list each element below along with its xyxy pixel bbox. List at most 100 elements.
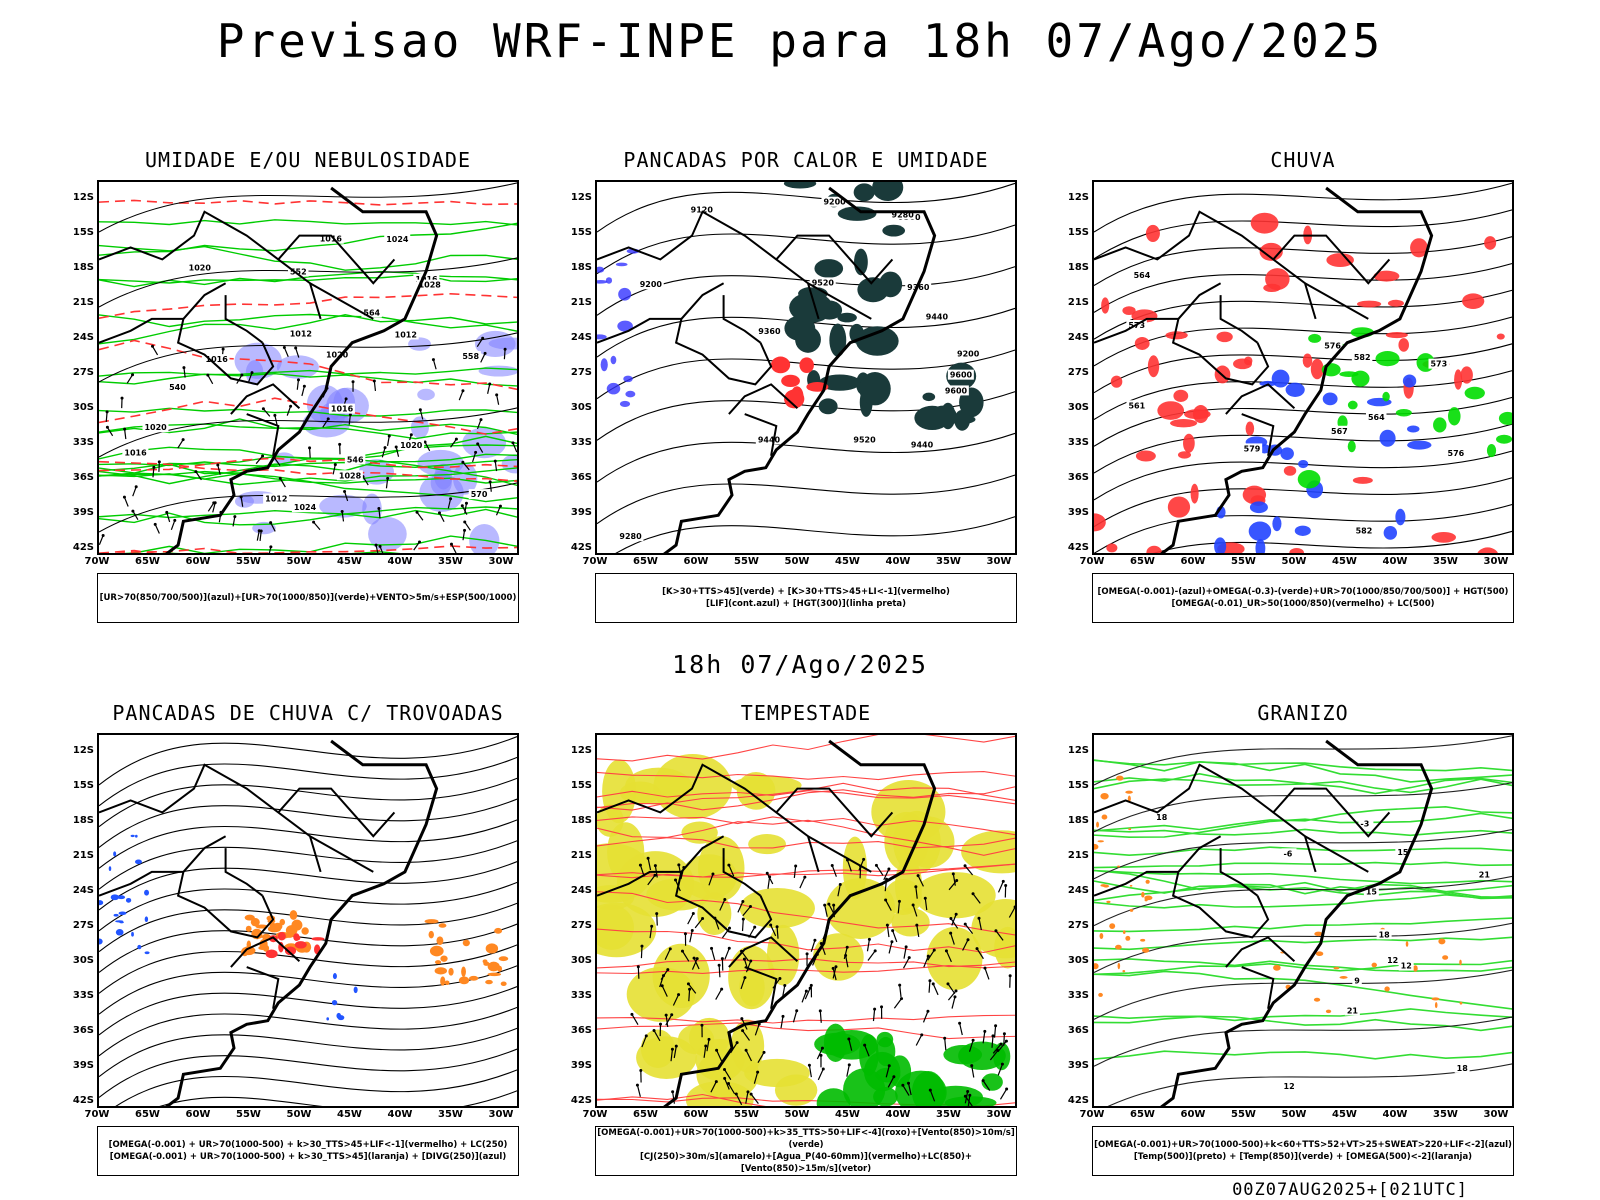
wind-vector xyxy=(438,512,445,523)
wind-vector-head xyxy=(983,1029,987,1033)
wind-vector-head xyxy=(479,418,483,422)
wind-vector xyxy=(915,886,918,899)
wind-vector-head xyxy=(887,867,891,871)
shaded-area xyxy=(1141,891,1145,898)
contour-label-bg xyxy=(1344,1005,1360,1016)
wind-vector xyxy=(631,1014,639,1026)
wind-vector-head xyxy=(343,489,347,493)
wind-vector xyxy=(286,406,292,416)
shaded-area xyxy=(1412,965,1418,972)
wind-vector-head xyxy=(765,871,769,875)
contour-label: 9120 xyxy=(691,206,714,215)
panel-title-pancadas-calor: PANCADAS POR CALOR E UMIDADE xyxy=(623,148,989,172)
panel-title-granizo: GRANIZO xyxy=(1257,701,1349,725)
shaded-area xyxy=(1302,353,1313,368)
country-border xyxy=(1225,936,1296,968)
wind-vector xyxy=(767,876,771,889)
shaded-area xyxy=(1214,537,1227,553)
shaded-area xyxy=(1273,964,1281,971)
contour-line xyxy=(1094,236,1512,287)
shaded-area xyxy=(888,1055,912,1088)
wind-vector xyxy=(375,545,379,553)
shaded-area xyxy=(440,976,446,986)
coastline xyxy=(663,739,937,1106)
country-border xyxy=(775,787,894,838)
lon-tick-label: 65W xyxy=(135,556,160,567)
wind-vector xyxy=(867,950,876,961)
wind-vector xyxy=(661,985,668,997)
wind-vector-head xyxy=(740,1017,744,1021)
wind-vector-head xyxy=(1001,879,1005,883)
contour-label-bg xyxy=(361,307,382,318)
shaded-area xyxy=(618,287,632,301)
wind-vector-head xyxy=(723,898,727,902)
wind-vector-head xyxy=(901,1083,905,1087)
contour-label: 12 xyxy=(1401,962,1412,971)
wind-vector-head xyxy=(1004,1039,1008,1043)
contour-label-bg xyxy=(287,266,309,277)
wind-vector xyxy=(687,983,697,994)
wind-vector xyxy=(832,966,837,979)
contour-line xyxy=(99,457,517,472)
contour-label-bg xyxy=(1131,269,1153,280)
shaded-area xyxy=(500,981,507,986)
country-border xyxy=(277,787,396,838)
shaded-area xyxy=(1173,389,1189,402)
shaded-area xyxy=(1402,374,1417,388)
shaded-area xyxy=(1395,508,1406,526)
contour-line xyxy=(99,182,517,233)
wind-vector xyxy=(902,957,910,969)
shaded-area xyxy=(1106,543,1118,553)
shaded-area xyxy=(429,945,444,957)
lat-tick-label: 30S xyxy=(570,955,592,966)
contour-label: 570 xyxy=(471,490,488,499)
wind-vector-head xyxy=(904,945,908,949)
lat-tick-label: 18S xyxy=(1067,815,1089,826)
contour-line xyxy=(1094,828,1512,880)
wind-vector-head xyxy=(377,507,381,511)
map-pancadas-trovoadas xyxy=(97,733,519,1108)
legend-line: [CJ(250)>30m/s](amarelo)+[Agua_P(40-60mm… xyxy=(639,1152,973,1174)
country-border xyxy=(246,966,280,1009)
shaded-area xyxy=(1129,884,1133,887)
shaded-area xyxy=(640,1029,675,1069)
wind-vector xyxy=(386,435,390,446)
wind-vector-head xyxy=(823,903,827,907)
lat-tick-label: 30S xyxy=(1067,402,1089,413)
shaded-area xyxy=(1183,433,1195,453)
shaded-area xyxy=(789,292,833,323)
lon-tick-label: 40W xyxy=(1382,1109,1408,1120)
wind-vector xyxy=(413,541,420,551)
contour-line xyxy=(99,458,517,469)
shaded-area xyxy=(1245,421,1255,436)
wind-vector-head xyxy=(898,983,902,987)
shaded-area xyxy=(244,914,255,921)
lat-tick-label: 12S xyxy=(570,192,592,203)
wind-vector xyxy=(950,918,959,929)
shaded-area xyxy=(108,866,112,872)
country-border xyxy=(99,317,184,344)
contour-line xyxy=(99,423,517,440)
wind-vector-head xyxy=(273,413,277,417)
contour-label-bg xyxy=(1428,358,1449,369)
wind-vector-head xyxy=(830,863,834,867)
wind-vector-head xyxy=(153,522,157,526)
wind-vector-head xyxy=(951,872,955,876)
wind-vector-head xyxy=(173,518,177,522)
wind-vector-head xyxy=(735,1041,739,1045)
wind-vector-head xyxy=(892,1075,896,1079)
contour-label: 1024 xyxy=(294,503,317,512)
wind-vector-head xyxy=(677,863,681,867)
contour-label: -3 xyxy=(1360,819,1369,828)
shaded-area xyxy=(487,961,500,972)
contour-label-bg xyxy=(263,493,290,504)
contour-line xyxy=(1094,477,1512,528)
wind-vector xyxy=(665,1015,669,1028)
wind-vector-head xyxy=(728,926,732,930)
contour-line xyxy=(597,735,1015,762)
wind-vector-head xyxy=(949,917,953,921)
wind-vector-head xyxy=(131,373,135,377)
wind-vector-head xyxy=(794,864,798,868)
lon-tick-label: 70W xyxy=(84,1109,110,1120)
contour-line xyxy=(1094,805,1512,832)
